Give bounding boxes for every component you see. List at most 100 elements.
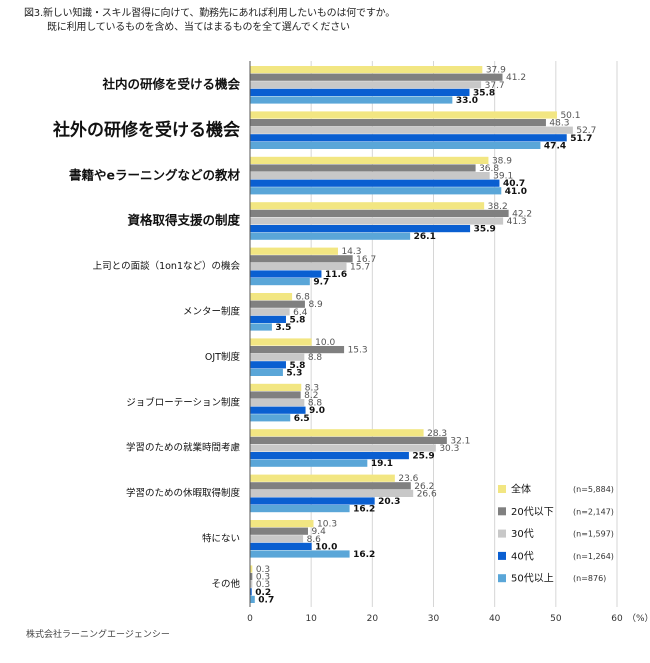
bar — [250, 262, 347, 270]
bar-value-label: 38.9 — [492, 156, 512, 166]
bar-value-label: 20.3 — [378, 497, 400, 507]
category-label: 学習のための就業時間考慮 — [126, 442, 241, 454]
legend-swatch — [498, 507, 506, 516]
bar — [250, 573, 253, 581]
category-label: 書籍やeラーニングなどの教材 — [69, 167, 240, 182]
bar-value-label: 33.0 — [456, 96, 478, 106]
bar-value-label: 42.2 — [512, 209, 532, 219]
category-label: メンター制度 — [183, 306, 241, 318]
bar-value-label: 6.4 — [293, 308, 308, 318]
bar-value-label: 16.7 — [356, 255, 376, 265]
bar — [250, 73, 503, 81]
bar-value-label: 0.2 — [255, 588, 271, 598]
bar-value-label: 10.3 — [317, 520, 337, 530]
category-label: 社内の研修を受ける機会 — [101, 77, 240, 92]
legend-swatch — [498, 529, 506, 538]
bar-value-label: 26.2 — [414, 482, 434, 492]
bar — [250, 300, 305, 308]
bar — [250, 217, 504, 225]
legend-n-label: (n=5,884) — [573, 485, 614, 494]
bar — [250, 134, 567, 142]
bar — [250, 361, 286, 369]
x-tick-label: 30 — [428, 614, 440, 624]
bar — [250, 353, 305, 361]
bar-value-label: 26.1 — [414, 232, 436, 242]
bar — [250, 399, 305, 407]
bar — [250, 368, 283, 376]
category-label: 特にない — [202, 533, 240, 545]
bar-value-label: 15.3 — [348, 346, 368, 356]
category-label: その他 — [211, 578, 240, 590]
legend-swatch — [498, 485, 506, 493]
category-label: OJT制度 — [205, 351, 241, 363]
bar-value-label: 10.0 — [315, 338, 335, 348]
bar — [250, 383, 302, 391]
bar-value-label: 32.1 — [450, 436, 470, 446]
chart-title-line1: 図3.新しい知識・スキル習得に向けて、勤務先にあれば利用したいものは何ですか。 — [24, 8, 396, 19]
bar — [250, 225, 471, 233]
bar — [250, 505, 350, 513]
bar-value-label: 9.4 — [311, 527, 326, 537]
bar — [250, 520, 314, 528]
bar — [250, 346, 345, 354]
bar-value-label: 52.7 — [576, 126, 596, 136]
bar — [250, 595, 255, 603]
x-tick-label: 20 — [367, 614, 379, 624]
legend-label: 全体 — [511, 483, 531, 496]
bar — [250, 436, 447, 444]
bar-value-label: 41.0 — [505, 187, 527, 197]
bar — [250, 527, 308, 535]
legend-n-label: (n=2,147) — [573, 507, 614, 516]
bar — [250, 444, 436, 452]
bar-value-label: 5.3 — [286, 368, 302, 378]
legend-n-label: (n=1,264) — [573, 552, 614, 561]
bar-value-label: 38.2 — [488, 202, 508, 212]
bar-value-label: 37.7 — [485, 81, 505, 91]
bar — [250, 482, 411, 490]
bar-value-label: 23.6 — [398, 474, 418, 484]
bar-value-label: 40.7 — [503, 179, 525, 189]
legend-label: 20代以下 — [511, 506, 554, 518]
x-tick-label: 0 — [247, 614, 253, 624]
legend-label: 30代 — [511, 528, 534, 540]
bar — [250, 164, 476, 172]
bar-value-label: 30.3 — [439, 444, 459, 454]
footer-credit: 株式会社ラーニングエージェンシー — [26, 630, 170, 640]
bar — [250, 414, 291, 422]
bar-value-label: 8.6 — [307, 535, 322, 545]
bar-value-label: 11.6 — [325, 270, 347, 280]
bar-value-label: 8.8 — [308, 399, 323, 409]
bar-value-label: 36.8 — [479, 164, 499, 174]
bar — [250, 323, 272, 331]
bar — [250, 66, 483, 74]
bar-value-label: 5.8 — [289, 361, 305, 371]
bar-value-label: 3.5 — [275, 323, 291, 333]
bar-value-label: 16.2 — [353, 550, 375, 560]
bar — [250, 202, 485, 210]
bar — [250, 588, 252, 596]
bar-value-label: 19.1 — [371, 459, 393, 469]
legend-swatch — [498, 574, 506, 583]
bar-value-label: 8.2 — [304, 391, 318, 401]
bar — [250, 156, 489, 164]
bar-value-label: 15.7 — [350, 262, 370, 272]
category-label: ジョブローテーション制度 — [126, 396, 240, 408]
bar — [250, 429, 424, 437]
bar-value-label: 48.3 — [549, 119, 569, 129]
x-unit-label: （%） — [627, 613, 650, 624]
bar-value-label: 0.3 — [256, 565, 270, 575]
bar — [250, 452, 409, 460]
category-label: 学習のための休暇取得制度 — [126, 487, 241, 499]
bar — [250, 278, 310, 286]
bar — [250, 270, 322, 278]
x-tick-label: 50 — [550, 614, 562, 624]
legend-label: 50代以上 — [511, 573, 554, 585]
bar-value-label: 8.8 — [308, 353, 323, 363]
legend-label: 40代 — [511, 550, 534, 562]
bar — [250, 81, 482, 89]
bar — [250, 293, 293, 301]
bar-value-label: 41.2 — [506, 73, 526, 83]
bar-value-label: 9.0 — [309, 406, 325, 416]
bar-value-label: 0.3 — [256, 580, 270, 590]
bar — [250, 111, 557, 119]
